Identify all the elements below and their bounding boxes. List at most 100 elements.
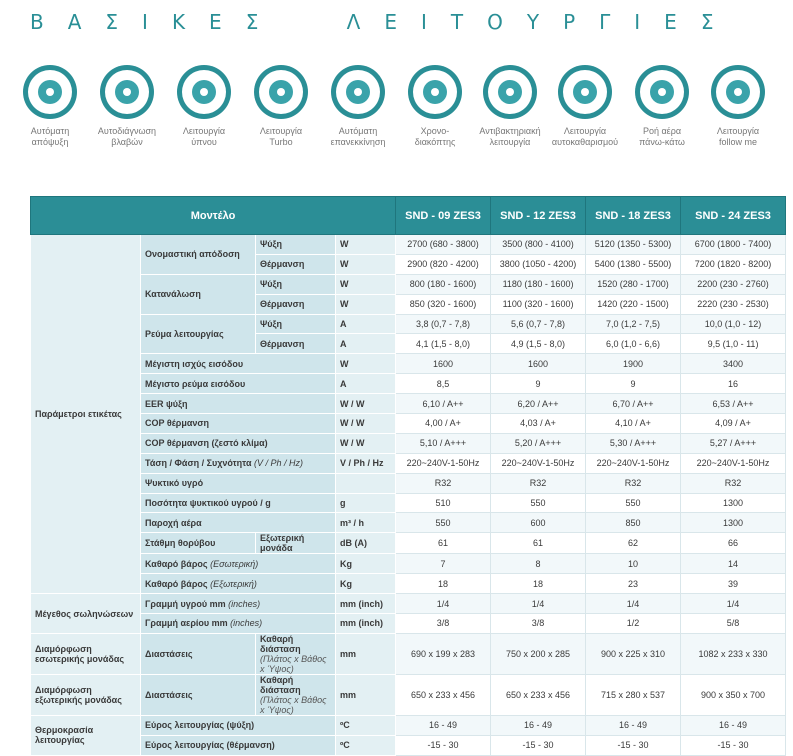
row: Μέγεθος σωληνώσεων Γραμμή υγρού mm (inche… — [30, 593, 787, 634]
value: R32 — [585, 472, 682, 494]
sub-label: Καθαρή διάσταση (Πλάτος x Βάθος x Ύψος) — [255, 673, 336, 716]
label-text: Ονομαστική απόδοση — [145, 249, 240, 260]
value: 2200 (230 - 2760) — [680, 273, 787, 295]
feature-icons: ΑυτόματηαπόψυξηΑυτοδιάγνωσηβλαβώνΛειτουρ… — [23, 65, 765, 147]
row-label: Ονομαστική απόδοση — [140, 234, 256, 275]
value: 66 — [680, 532, 787, 555]
row-label: COP θέρμανση (ζεστό κλίμα) — [140, 432, 336, 454]
value: 1180 (180 - 1600) — [490, 273, 587, 295]
group-label: Μέγεθος σωληνώσεων — [30, 593, 141, 634]
label-text: Μέγιστη ισχύς εισόδου — [145, 358, 244, 369]
row: Θερμοκρασία λειτουργίας Εύρος λειτουργίας… — [30, 714, 787, 756]
group-label: Διαμόρφωση εσωτερικής μονάδας — [30, 632, 141, 675]
row: Ρεύμα λειτουργίας Ψύξη A 3,8 (0,7 - 7,8) 5,6… — [31, 313, 787, 355]
feature-label: Αντιβακτηριακή — [479, 126, 540, 136]
value: 5400 (1380 - 5500) — [585, 253, 682, 275]
row: Μοντέλο SND - 09 ZES3 SND - 12 ZES3 SND - 1… — [29, 196, 787, 235]
row: Καθαρό βάρος (Εξωτερική) Kg 18 18 23 39 — [31, 573, 787, 595]
row-label: EER ψύξη — [140, 393, 336, 415]
unit: g — [334, 492, 397, 514]
unit: Kg — [334, 553, 397, 575]
value: 1/2 — [585, 613, 682, 634]
row-label: Τάση / Φάση / Συχνότητα (V / Ph / Hz) — [140, 452, 336, 474]
unit: W — [334, 293, 397, 315]
label-text: Κατανάλωση — [145, 289, 201, 300]
sub-note: (Πλάτος x Βάθος x Ύψος) — [260, 694, 327, 715]
label-text: Καθαρό βάρος — [145, 558, 208, 569]
value: 2700 (680 - 3800) — [395, 234, 492, 255]
value: 3/8 — [490, 613, 587, 634]
value: 10,0 (1,0 - 12) — [680, 313, 787, 335]
unit: ºC — [334, 714, 397, 736]
feature-label: Turbo — [269, 137, 292, 147]
feature-label: διακόπτης — [415, 137, 456, 147]
feature-label: Αυτοδιάγνωση — [98, 126, 156, 136]
sub-text: Καθαρή διάσταση — [260, 633, 301, 654]
feature-label: πάνω-κάτω — [639, 137, 685, 147]
value: 1420 (220 - 1500) — [585, 293, 682, 315]
header-model: Μοντέλο — [29, 196, 397, 235]
label-text: EER ψύξη — [145, 398, 188, 409]
value: 6,70 / A++ — [585, 393, 682, 415]
value: 750 x 200 x 285 — [490, 632, 587, 675]
sub-text: Εξωτερική μονάδα — [260, 533, 305, 554]
feature-label: επανεκκίνηση — [331, 137, 386, 147]
value: 7200 (1820 - 8200) — [680, 253, 787, 275]
feature-label: Λειτουργία — [564, 126, 606, 136]
unit: W / W — [334, 393, 397, 415]
feature-label: follow me — [719, 137, 757, 147]
value: -15 - 30 — [585, 734, 682, 756]
label-text: Διαστάσεις — [145, 648, 193, 659]
group-label: Θερμοκρασία λειτουργίας — [30, 714, 141, 756]
value: 850 — [585, 512, 682, 534]
icon-dot — [734, 88, 742, 96]
value: 10 — [585, 553, 682, 575]
feature-label: Λειτουργία — [260, 126, 302, 136]
value: 3800 (1050 - 4200) — [490, 253, 587, 275]
unit: mm — [334, 673, 397, 716]
row: Θέρμανση W 850 (320 - 1600) 1100 (320 - 160… — [31, 293, 787, 315]
value: 1520 (280 - 1700) — [585, 273, 682, 295]
row: Καθαρό βάρος (Εσωτερική) Kg 7 8 10 14 — [31, 553, 787, 575]
feature-label: Ροή αέρα — [643, 126, 681, 136]
icon-dot — [354, 88, 362, 96]
row: Διαμόρφωση εσωτερικής μονάδας Διαστάσεις Κ… — [30, 632, 787, 675]
value: 800 (180 - 1600) — [395, 273, 492, 295]
value: 16 - 49 — [490, 714, 587, 736]
feature-label: Χρονο- — [421, 126, 450, 136]
sub-note: (Πλάτος x Βάθος x Ύψος) — [260, 653, 327, 674]
sub-label: Ψύξη — [255, 234, 336, 255]
row-label: Εύρος λειτουργίας (θέρμανση) — [140, 734, 336, 756]
row: Μέγιστη ισχύς εισόδου W 1600 1600 1900 3400 — [31, 353, 787, 375]
label-note: (Εσωτερική) — [210, 558, 259, 569]
row: Στάθμη θορύβου Εξωτερική μονάδα dB (A) 61 61… — [31, 532, 787, 555]
value: R32 — [490, 472, 587, 494]
row: EER ψύξη W / W 6,10 / A++ 6,20 / A++ 6,70 / … — [31, 393, 787, 415]
sub-label: Θέρμανση — [255, 253, 336, 275]
row-label: Γραμμή υγρού mm (inches) — [140, 593, 336, 615]
value: 900 x 225 x 310 — [585, 632, 682, 675]
feature-label: απόψυξη — [32, 137, 69, 147]
value: 715 x 280 x 537 — [585, 673, 682, 716]
header-model-name: SND - 18 ZES3 — [585, 196, 682, 235]
value: 62 — [585, 532, 682, 555]
row: Θέρμανση W 2900 (820 - 4200) 3800 (1050 - 4… — [31, 253, 787, 275]
value: 8,5 — [395, 373, 492, 395]
value: 1/4 — [490, 593, 587, 615]
row: Μέγιστο ρεύμα εισόδου A 8,5 9 9 16 — [31, 373, 787, 395]
label-text: Γραμμή υγρού mm — [145, 598, 226, 609]
value: 5,10 / A+++ — [395, 432, 492, 454]
unit: Kg — [334, 573, 397, 595]
value: 900 x 350 x 700 — [680, 673, 787, 716]
value: 6,0 (1,0 - 6,6) — [585, 333, 682, 355]
row-label: Γραμμή αερίου mm (inches) — [140, 613, 336, 634]
value: 5,6 (0,7 - 7,8) — [490, 313, 587, 335]
row: Ποσότητα ψυκτικού υγρού / g g 510 550 550 130… — [31, 492, 787, 514]
unit: V / Ph / Hz — [334, 452, 397, 474]
unit: W — [334, 253, 397, 275]
value: 6700 (1800 - 7400) — [680, 234, 787, 255]
value: 4,9 (1,5 - 8,0) — [490, 333, 587, 355]
row-label: Στάθμη θορύβου — [140, 532, 256, 555]
value: -15 - 30 — [680, 734, 787, 756]
value: 2900 (820 - 4200) — [395, 253, 492, 275]
